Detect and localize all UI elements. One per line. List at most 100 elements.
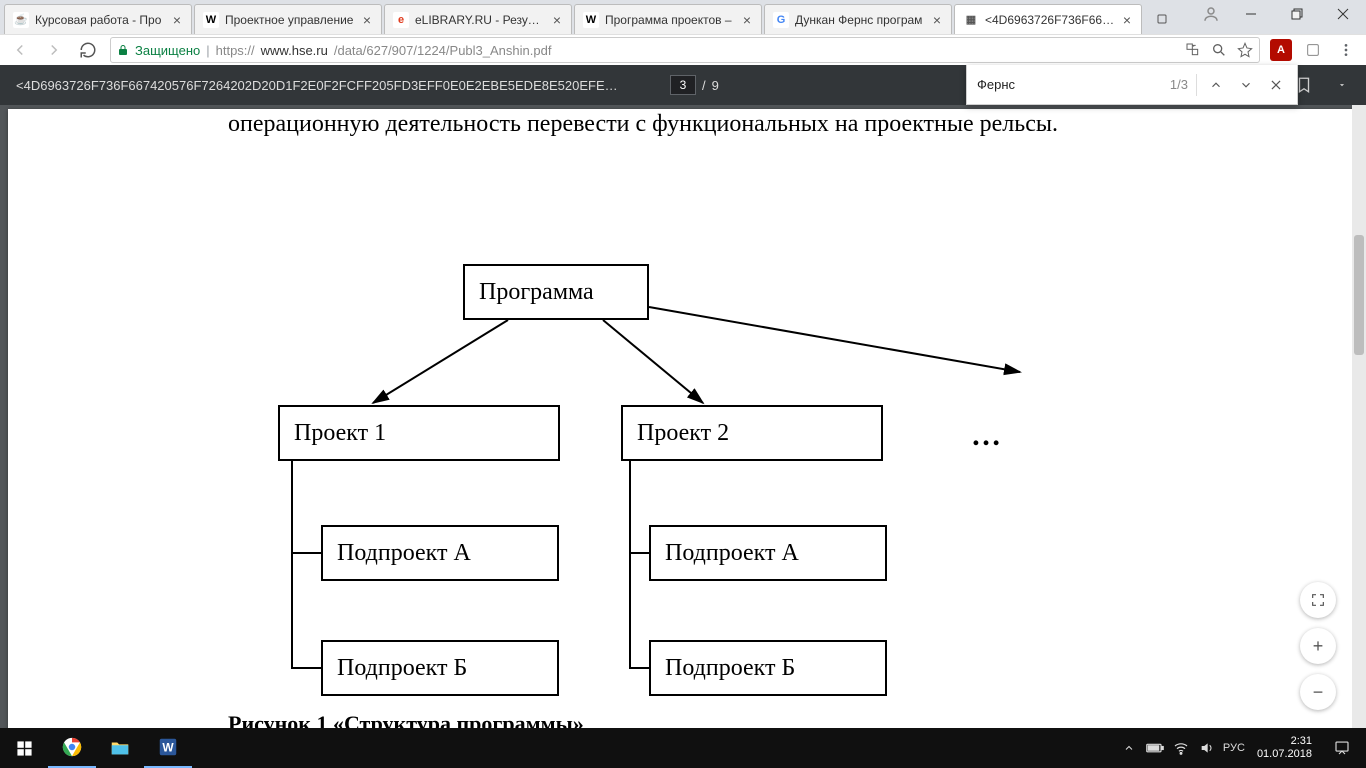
pdf-viewport: операционную деятельность перевести с фу…	[0, 105, 1366, 728]
secure-label: Защищено	[135, 43, 200, 58]
diagram-program-structure: Программа Проект 1 Проект 2 Подпроект A Подп…	[228, 159, 1058, 699]
address-bar: Защищено | https:// www.hse.ru/data/627/9…	[0, 34, 1366, 65]
maximize-button[interactable]	[1274, 0, 1320, 28]
pdf-scrollbar[interactable]	[1352, 105, 1366, 728]
url-separator: |	[206, 43, 209, 58]
pdf-fit-button[interactable]	[1300, 582, 1336, 618]
pdf-bookmark-chevron-icon[interactable]	[1330, 73, 1354, 97]
new-tab-button[interactable]	[1150, 7, 1174, 31]
pdf-zoom-in-button[interactable]: +	[1300, 628, 1336, 664]
extension-adobe-icon[interactable]: A	[1270, 39, 1292, 61]
browser-tab[interactable]: ☕ Курсовая работа - Про ×	[4, 4, 192, 34]
browser-tab[interactable]: W Проектное управление ×	[194, 4, 382, 34]
close-window-button[interactable]	[1320, 0, 1366, 28]
pdf-scroll-thumb[interactable]	[1354, 235, 1364, 355]
taskbar-chrome-icon[interactable]	[48, 728, 96, 768]
lock-icon	[117, 44, 129, 56]
find-input[interactable]	[977, 77, 1162, 92]
window-controls	[1194, 0, 1366, 28]
tray-lang[interactable]: РУС	[1223, 728, 1245, 768]
diagram-node-p1: Проект 1	[278, 405, 560, 461]
tab-title: Дункан Фернс програм	[795, 13, 925, 27]
pdf-page-current-input[interactable]	[670, 75, 696, 95]
taskbar-explorer-icon[interactable]	[96, 728, 144, 768]
diagram-node-p2: Проект 2	[621, 405, 883, 461]
diagram-ellipsis: …	[971, 419, 1001, 453]
tab-strip: ☕ Курсовая работа - Про × W Проектное управл…	[0, 0, 1366, 34]
zoom-icon[interactable]	[1211, 42, 1227, 58]
tab-title: eLIBRARY.RU - Результа	[415, 13, 545, 27]
tab-favicon-icon: e	[393, 12, 409, 28]
omnibox-icons	[1185, 42, 1253, 58]
tab-favicon-icon: ☕	[13, 12, 29, 28]
diagram-node-s2a: Подпроект A	[649, 525, 887, 581]
url-host: www.hse.ru	[261, 43, 328, 58]
back-button[interactable]	[8, 38, 32, 62]
figure-caption: Рисунок 1 «Структура программы»	[228, 711, 584, 728]
tab-title: Курсовая работа - Про	[35, 13, 165, 27]
extension-generic-icon[interactable]	[1302, 39, 1324, 61]
start-button[interactable]	[0, 728, 48, 768]
browser-chrome: ☕ Курсовая работа - Про × W Проектное управл…	[0, 0, 1366, 65]
tab-close-icon[interactable]: ×	[741, 14, 753, 26]
pdf-page-indicator: / 9	[670, 75, 719, 95]
translate-icon[interactable]	[1185, 42, 1201, 58]
omnibox[interactable]: Защищено | https:// www.hse.ru/data/627/9…	[110, 37, 1260, 63]
find-next-button[interactable]	[1235, 74, 1257, 96]
pdf-zoom-out-button[interactable]: −	[1300, 674, 1336, 710]
user-icon[interactable]	[1194, 0, 1228, 28]
tray-date: 01.07.2018	[1257, 748, 1312, 761]
menu-button[interactable]	[1334, 38, 1358, 62]
tab-title: Программа проектов –	[605, 13, 735, 27]
pdf-floating-buttons: + −	[1300, 582, 1336, 710]
find-prev-button[interactable]	[1205, 74, 1227, 96]
tab-title: Проектное управление	[225, 13, 355, 27]
tray-time: 2:31	[1257, 735, 1312, 748]
tab-close-icon[interactable]: ×	[931, 14, 943, 26]
minimize-button[interactable]	[1228, 0, 1274, 28]
url-prefix: https://	[216, 43, 255, 58]
taskbar-left: W	[0, 728, 192, 768]
text-line-top: операционную деятельность перевести с фу…	[228, 111, 1058, 138]
pdf-page-separator: /	[702, 78, 706, 93]
tab-close-icon[interactable]: ×	[171, 14, 183, 26]
browser-tab[interactable]: e eLIBRARY.RU - Результа ×	[384, 4, 572, 34]
find-separator	[1196, 74, 1197, 96]
tray-wifi-icon[interactable]	[1171, 728, 1191, 768]
diagram-node-prog: Программа	[463, 264, 649, 320]
find-in-page-bar: 1/3	[966, 65, 1298, 105]
pdf-toolbar-right	[1292, 65, 1354, 105]
tab-close-icon[interactable]: ×	[361, 14, 373, 26]
tab-close-icon[interactable]: ×	[1121, 14, 1133, 26]
pdf-document-title: <4D6963726F736F667420576F7264202D20D1F2E…	[16, 78, 656, 93]
taskbar-right: РУС 2:31 01.07.2018	[1119, 728, 1366, 768]
tray-chevron-icon[interactable]	[1119, 728, 1139, 768]
tab-favicon-icon: W	[583, 12, 599, 28]
find-count: 1/3	[1170, 77, 1188, 92]
url-path: /data/627/907/1224/Publ3_Anshin.pdf	[334, 43, 552, 58]
diagram-node-s2b: Подпроект Б	[649, 640, 887, 696]
tray-volume-icon[interactable]	[1197, 728, 1217, 768]
browser-tab[interactable]: G Дункан Фернс програм ×	[764, 4, 952, 34]
pdf-toolbar: <4D6963726F736F667420576F7264202D20D1F2E…	[0, 65, 1366, 105]
tab-favicon-icon: W	[203, 12, 219, 28]
star-icon[interactable]	[1237, 42, 1253, 58]
browser-tab[interactable]: W Программа проектов – ×	[574, 4, 762, 34]
tab-favicon-icon: ▦	[963, 12, 979, 28]
tab-favicon-icon: G	[773, 12, 789, 28]
tray-clock[interactable]: 2:31 01.07.2018	[1251, 735, 1318, 761]
tab-close-icon[interactable]: ×	[551, 14, 563, 26]
page-content: операционную деятельность перевести с фу…	[8, 109, 1356, 728]
tab-title: <4D6963726F736F66742	[985, 13, 1115, 27]
taskbar-word-icon[interactable]: W	[144, 728, 192, 768]
diagram-node-s1a: Подпроект A	[321, 525, 559, 581]
diagram-node-s1b: Подпроект Б	[321, 640, 559, 696]
pdf-page-total: 9	[712, 78, 719, 93]
find-close-button[interactable]	[1265, 74, 1287, 96]
browser-tab[interactable]: ▦ <4D6963726F736F66742 ×	[954, 4, 1142, 34]
tray-notifications-icon[interactable]	[1324, 728, 1360, 768]
reload-button[interactable]	[76, 38, 100, 62]
forward-button[interactable]	[42, 38, 66, 62]
tray-battery-icon[interactable]	[1145, 728, 1165, 768]
svg-text:W: W	[162, 741, 174, 755]
